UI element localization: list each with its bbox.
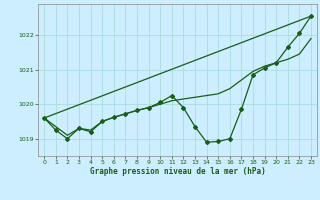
X-axis label: Graphe pression niveau de la mer (hPa): Graphe pression niveau de la mer (hPa) <box>90 167 266 176</box>
